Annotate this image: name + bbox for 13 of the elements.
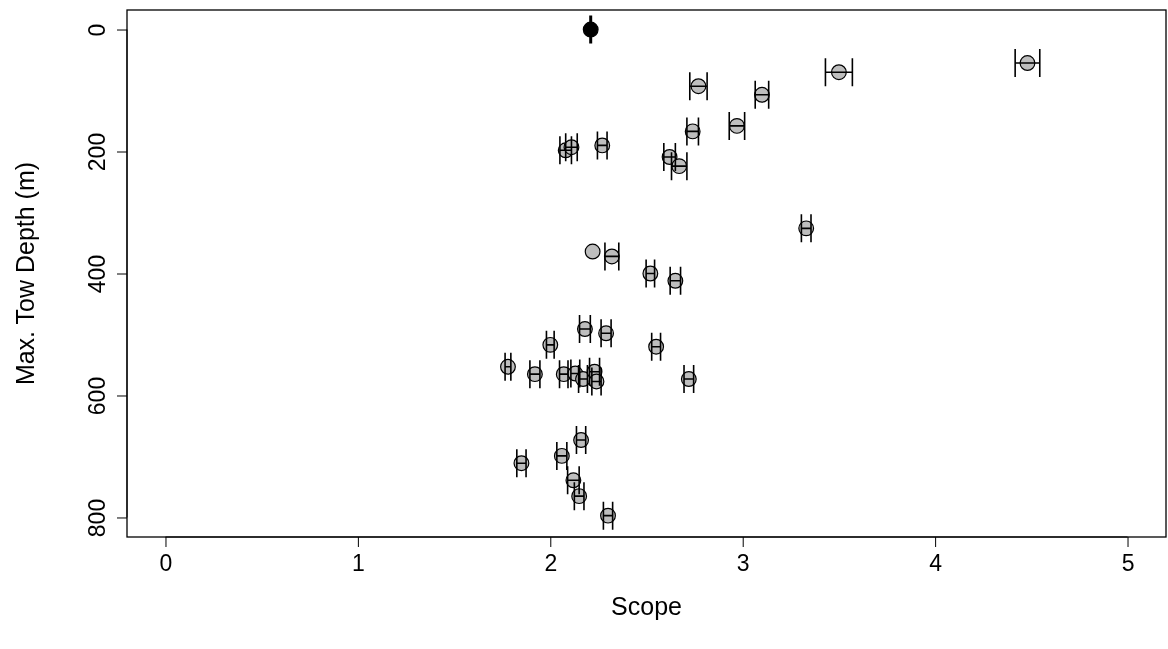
y-tick-label: 600 bbox=[84, 376, 110, 416]
x-tick-label: 0 bbox=[159, 550, 173, 577]
x-tick-label: 2 bbox=[544, 550, 558, 577]
x-tick-label: 3 bbox=[736, 550, 750, 577]
y-tick-label: 200 bbox=[84, 132, 110, 172]
x-tick-label: 1 bbox=[351, 550, 365, 577]
x-tick-label: 5 bbox=[1121, 550, 1135, 577]
x-tick-label: 4 bbox=[929, 550, 943, 577]
y-tick-label: 800 bbox=[84, 498, 110, 538]
y-tick-label: 0 bbox=[84, 23, 110, 37]
y-tick-label: 400 bbox=[84, 254, 110, 294]
x-axis-title: Scope bbox=[611, 592, 682, 620]
y-axis-title: Max. Tow Depth (m) bbox=[11, 161, 39, 386]
